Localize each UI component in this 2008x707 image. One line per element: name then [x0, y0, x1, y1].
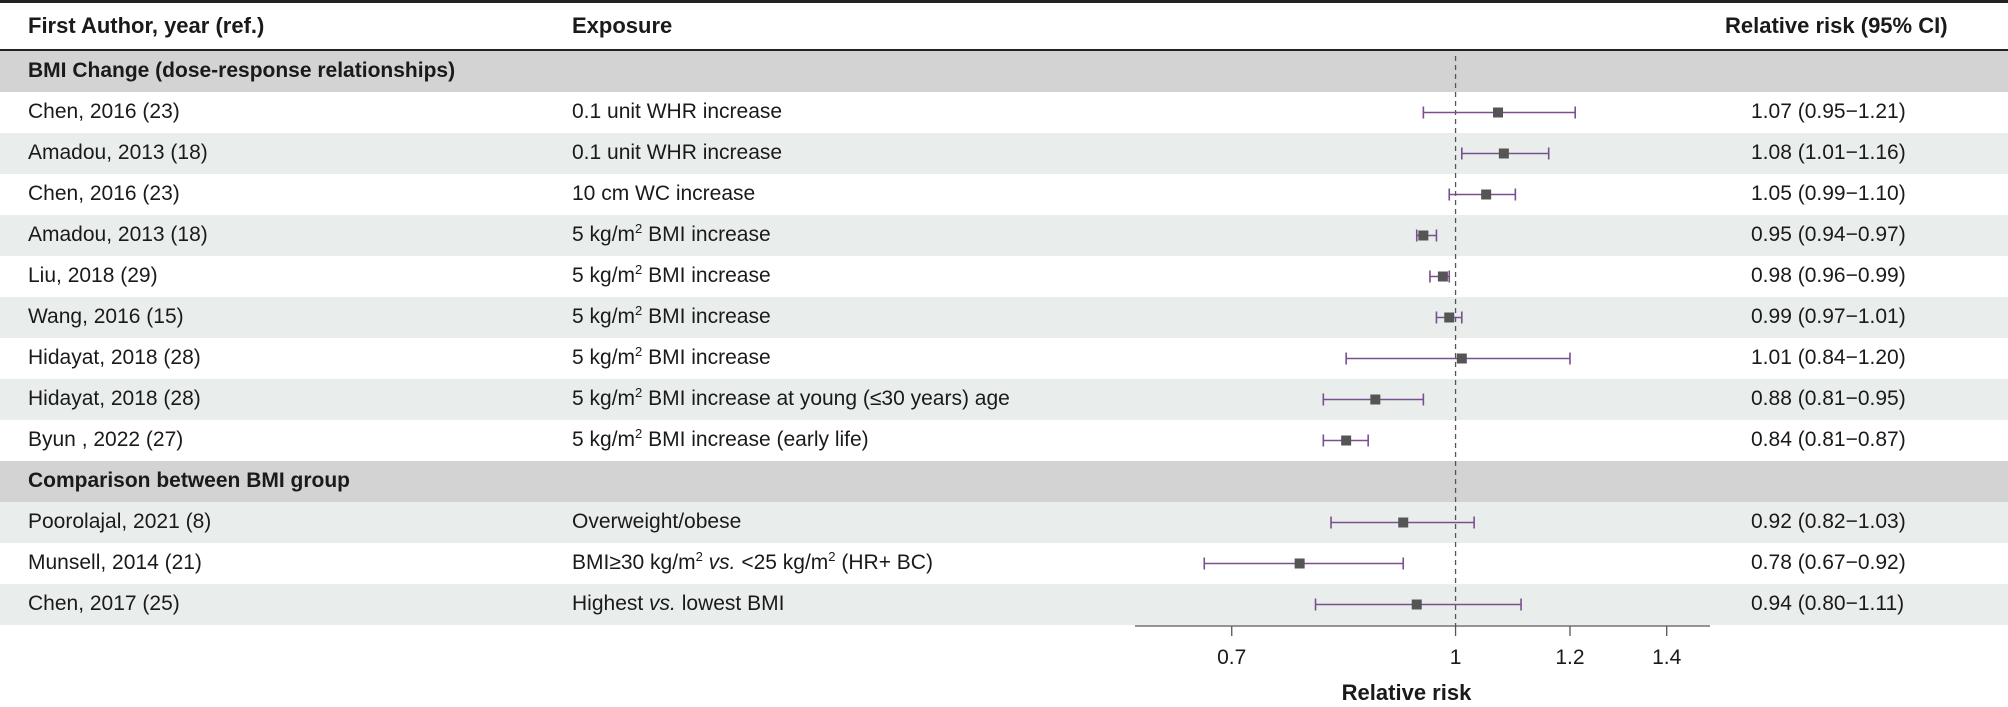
exposure-cell: 5 kg/m2 BMI increase at young (≤30 years…	[572, 385, 1010, 410]
author-cell: Amadou, 2013 (18)	[28, 141, 208, 164]
header-relative-risk: Relative risk (95% CI)	[1725, 13, 1948, 38]
table-row: Wang, 2016 (15) 5 kg/m2 BMI increase 0.99 …	[0, 297, 2008, 338]
exposure-cell: BMI≥30 kg/m2 vs. <25 kg/m2 (HR+ BC)	[572, 549, 933, 574]
author-cell: Chen, 2017 (25)	[28, 592, 180, 615]
header-exposure: Exposure	[572, 13, 673, 38]
section-header: BMI Change (dose-response relationships)	[0, 51, 2008, 92]
author-cell: Byun , 2022 (27)	[28, 428, 184, 451]
point-estimate	[1444, 312, 1455, 323]
rr-cell: 0.94 (0.80−1.11)	[1751, 592, 1905, 615]
table-row: Munsell, 2014 (21) BMI≥30 kg/m2 vs. <25 k…	[0, 543, 2008, 584]
exposure-cell: 5 kg/m2 BMI increase	[572, 262, 771, 287]
rr-cell: 1.08 (1.01−1.16)	[1751, 141, 1906, 164]
point-estimate	[1411, 599, 1422, 610]
table-row: Amadou, 2013 (18) 5 kg/m2 BMI increase 0.9…	[0, 215, 2008, 256]
rr-cell: 1.07 (0.95−1.21)	[1751, 100, 1906, 123]
exposure-cell: 10 cm WC increase	[572, 182, 756, 205]
table-row: Hidayat, 2018 (28) 5 kg/m2 BMI increase 1.…	[0, 338, 2008, 379]
author-cell: Chen, 2016 (23)	[28, 182, 180, 205]
author-cell: Amadou, 2013 (18)	[28, 223, 208, 246]
exposure-cell: 5 kg/m2 BMI increase (early life)	[572, 426, 869, 451]
rr-cell: 0.92 (0.82−1.03)	[1751, 510, 1906, 533]
section-label: BMI Change (dose-response relationships)	[28, 59, 456, 82]
rr-cell: 0.99 (0.97−1.01)	[1751, 305, 1906, 328]
point-estimate	[1398, 517, 1409, 528]
exposure-cell: 0.1 unit WHR increase	[572, 141, 783, 164]
author-cell: Munsell, 2014 (21)	[28, 551, 202, 574]
table-row: Byun , 2022 (27) 5 kg/m2 BMI increase (ea…	[0, 420, 2008, 461]
rr-cell: 0.95 (0.94−0.97)	[1751, 223, 1906, 246]
table-header: First Author, year (ref.) Exposure Relat…	[0, 0, 2008, 51]
point-estimate	[1418, 230, 1429, 241]
table-row: Liu, 2018 (29) 5 kg/m2 BMI increase 0.98 (…	[0, 256, 2008, 297]
author-cell: Hidayat, 2018 (28)	[28, 346, 201, 369]
point-estimate	[1370, 394, 1381, 405]
point-estimate	[1294, 558, 1305, 569]
rr-cell: 0.84 (0.81−0.87)	[1751, 428, 1906, 451]
x-tick-label: 1	[1450, 646, 1462, 669]
author-cell: Wang, 2016 (15)	[28, 305, 184, 328]
rr-cell: 0.78 (0.67−0.92)	[1751, 551, 1906, 574]
exposure-cell: Highest vs. lowest BMI	[572, 592, 785, 615]
section-header: Comparison between BMI group	[0, 461, 2008, 502]
exposure-cell: 5 kg/m2 BMI increase	[572, 303, 771, 328]
x-tick-label: 1.2	[1555, 646, 1584, 669]
table-row: Poorolajal, 2021 (8) Overweight/obese 0.92…	[0, 502, 2008, 543]
x-tick-label: 1.4	[1652, 646, 1682, 669]
author-cell: Chen, 2016 (23)	[28, 100, 180, 123]
exposure-cell: 5 kg/m2 BMI increase	[572, 344, 771, 369]
point-estimate	[1498, 148, 1509, 159]
exposure-cell: 0.1 unit WHR increase	[572, 100, 783, 123]
point-estimate	[1341, 435, 1352, 446]
point-estimate	[1493, 107, 1504, 118]
exposure-cell: 5 kg/m2 BMI increase	[572, 221, 771, 246]
exposure-cell: Overweight/obese	[572, 510, 742, 533]
author-cell: Liu, 2018 (29)	[28, 264, 158, 287]
author-cell: Poorolajal, 2021 (8)	[28, 510, 212, 533]
rr-cell: 0.98 (0.96−0.99)	[1751, 264, 1906, 287]
x-axis-label: Relative risk	[1342, 680, 1472, 705]
x-tick-label: 0.7	[1217, 646, 1246, 669]
rr-cell: 1.01 (0.84−1.20)	[1751, 346, 1906, 369]
point-estimate	[1456, 353, 1467, 364]
point-estimate	[1481, 189, 1492, 200]
table-row: Chen, 2016 (23) 0.1 unit WHR increase 1.07…	[0, 92, 2008, 133]
section-label: Comparison between BMI group	[28, 469, 351, 492]
table-row: Chen, 2016 (23) 10 cm WC increase 1.05 (0.…	[0, 174, 2008, 215]
header-author: First Author, year (ref.)	[28, 13, 265, 38]
rr-cell: 0.88 (0.81−0.95)	[1751, 387, 1906, 410]
point-estimate	[1437, 271, 1448, 282]
table-row: Amadou, 2013 (18) 0.1 unit WHR increase 1.…	[0, 133, 2008, 174]
table-row: Chen, 2017 (25) Highest vs. lowest BMI 0.9…	[0, 584, 2008, 625]
table-row: Hidayat, 2018 (28) 5 kg/m2 BMI increase a…	[0, 379, 2008, 420]
author-cell: Hidayat, 2018 (28)	[28, 387, 201, 410]
rr-cell: 1.05 (0.99−1.10)	[1751, 182, 1906, 205]
